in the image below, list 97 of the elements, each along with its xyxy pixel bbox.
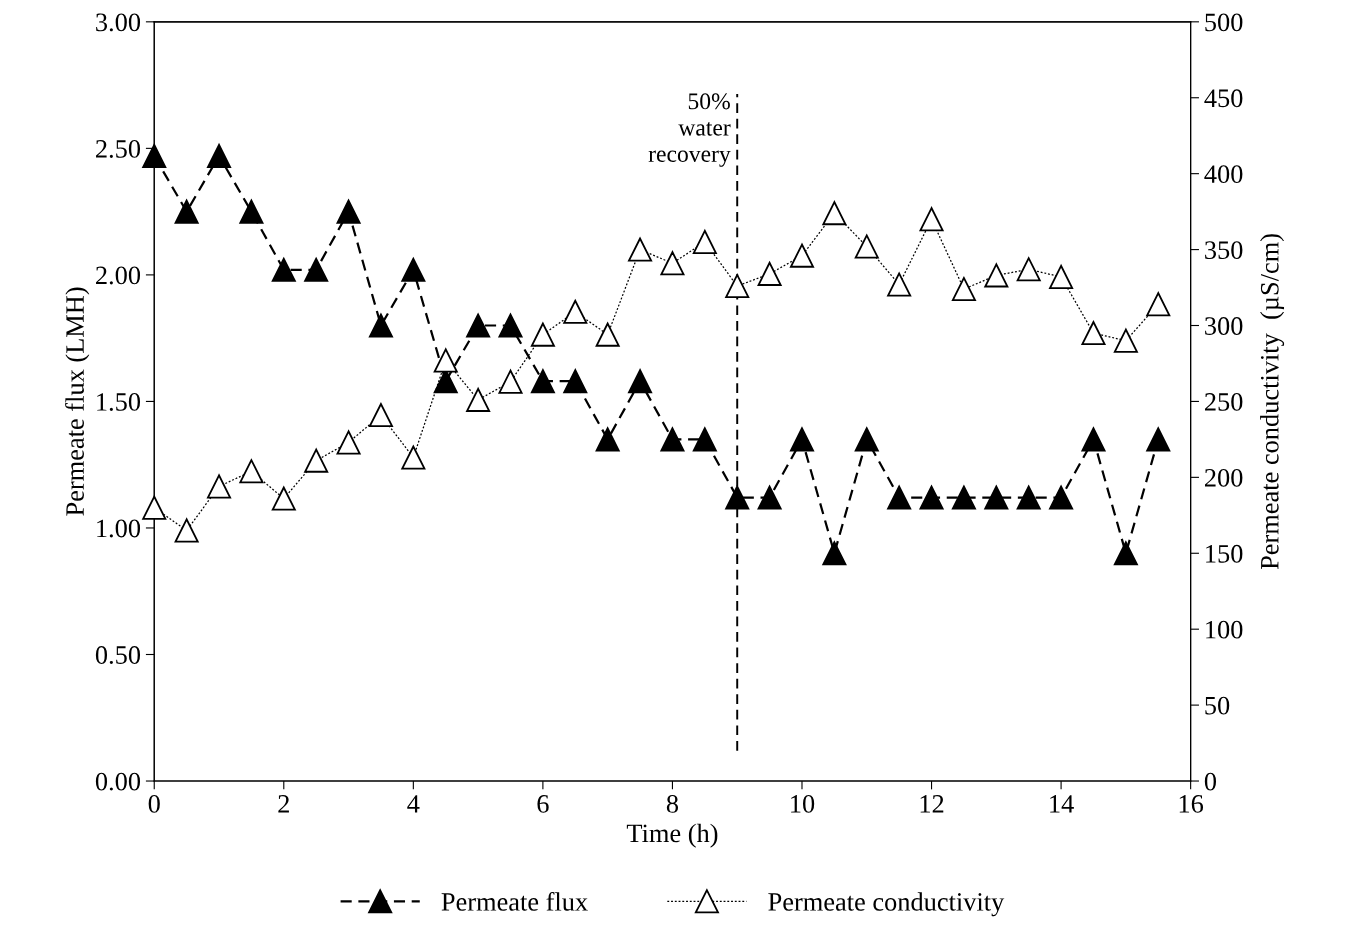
point — [595, 427, 620, 452]
y-tick-label: 2.50 — [96, 139, 141, 158]
point — [563, 299, 588, 324]
point — [984, 485, 1009, 510]
point — [919, 485, 944, 510]
point — [174, 518, 199, 543]
y2-axis-title: Permeate conductivity (µS/cm) — [1260, 234, 1285, 570]
legend-label: Permeate flux — [441, 891, 588, 911]
y-tick-label: 2.00 — [96, 266, 141, 285]
x-tick-label: 16 — [1179, 795, 1204, 813]
point — [239, 199, 264, 224]
point — [887, 272, 912, 297]
point — [628, 237, 653, 262]
point — [1113, 541, 1138, 566]
point — [498, 313, 523, 338]
point — [466, 387, 491, 412]
point — [530, 369, 555, 394]
y2-tick-label: 250 — [1204, 393, 1243, 411]
point — [304, 257, 329, 282]
y2-tick-label: 350 — [1205, 241, 1243, 259]
point — [951, 485, 976, 510]
point — [239, 459, 264, 484]
point — [595, 322, 620, 347]
point — [142, 143, 167, 168]
y2-tick-label: 50 — [1205, 696, 1230, 715]
point — [757, 485, 782, 510]
point — [368, 313, 393, 338]
point — [336, 199, 361, 224]
point — [628, 369, 653, 394]
x-tick-label: 10 — [791, 794, 815, 813]
point — [498, 369, 523, 394]
y2-tick-label: 450 — [1204, 89, 1243, 108]
point — [822, 541, 847, 566]
point — [951, 277, 976, 302]
ref-line-label: 50% water recovery — [648, 93, 731, 167]
y-tick-label: 1.50 — [97, 393, 141, 411]
point — [1049, 485, 1074, 510]
x-tick-label: 14 — [1050, 795, 1074, 813]
point — [692, 427, 717, 452]
point — [530, 322, 555, 347]
point — [207, 474, 232, 499]
point — [433, 348, 458, 373]
y2-tick-label: 500 — [1205, 13, 1243, 32]
point — [271, 486, 296, 511]
y2-tick-label: 400 — [1204, 165, 1243, 184]
point — [660, 251, 685, 276]
y-tick-label: 1.00 — [97, 519, 141, 538]
point — [368, 403, 393, 428]
point — [174, 199, 199, 224]
x-axis-title: Time (h) — [626, 823, 718, 848]
point — [271, 257, 296, 282]
point — [1016, 257, 1041, 282]
point — [207, 143, 232, 168]
y-tick-label: 0.00 — [95, 772, 141, 791]
x-tick-label: 12 — [920, 795, 944, 813]
point — [725, 274, 750, 299]
point — [725, 485, 750, 510]
point — [466, 313, 491, 338]
point — [854, 427, 879, 452]
point — [401, 445, 426, 470]
point — [1146, 427, 1171, 452]
point — [433, 369, 458, 394]
y2-tick-label: 100 — [1206, 620, 1243, 639]
point — [1146, 292, 1171, 317]
y2-tick-label: 300 — [1205, 317, 1243, 335]
x-tick-label: 8 — [666, 794, 679, 813]
point — [1049, 264, 1074, 289]
y-axis-title: Permeate flux (LMH) — [65, 287, 90, 516]
point — [1016, 485, 1041, 510]
point — [1113, 328, 1138, 353]
legend-label: Permeate conductivity — [768, 892, 1005, 917]
y2-tick-label: 200 — [1204, 468, 1243, 487]
point — [1081, 427, 1106, 452]
y-tick-label: 3.00 — [96, 13, 141, 32]
point — [304, 448, 329, 473]
x-tick-label: 4 — [407, 795, 420, 813]
point — [1081, 321, 1106, 346]
point — [854, 234, 879, 259]
point — [789, 243, 815, 268]
y-tick-label: 0.50 — [95, 646, 141, 665]
point — [336, 430, 361, 455]
point — [660, 427, 685, 452]
point — [984, 263, 1009, 288]
point — [789, 427, 815, 452]
point — [563, 369, 588, 394]
point — [757, 261, 782, 286]
y2-tick-label: 0 — [1204, 772, 1217, 791]
x-tick-label: 2 — [278, 795, 289, 813]
point — [887, 485, 912, 510]
point — [692, 229, 717, 255]
point — [919, 207, 944, 232]
point — [142, 495, 167, 520]
point — [401, 257, 426, 282]
x-tick-label: 6 — [537, 795, 549, 813]
x-tick-label: 0 — [148, 794, 160, 813]
y2-tick-label: 150 — [1206, 544, 1243, 563]
point — [822, 201, 847, 226]
